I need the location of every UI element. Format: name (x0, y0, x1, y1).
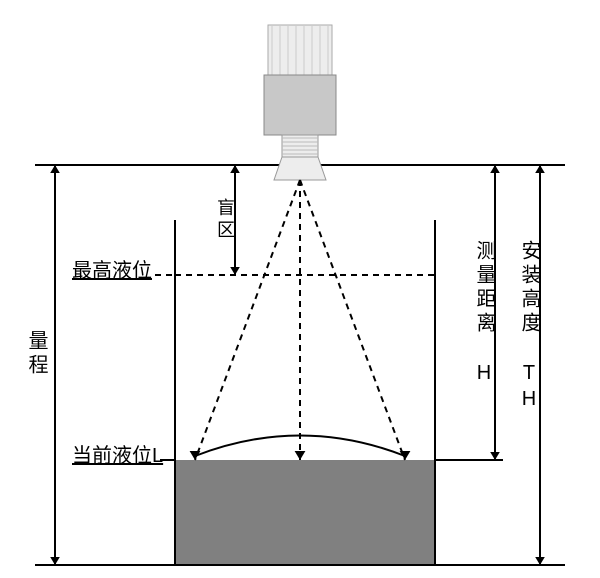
current-level-label: 当前液位L (72, 439, 163, 468)
range-label: 量程 (22, 330, 51, 378)
measure-distance-label: 测量距离 H (470, 240, 499, 388)
max-level-label: 最高液位 (72, 254, 152, 283)
blind-zone-label: 盲区 (212, 198, 238, 242)
install-height-label: 安装高度 TH (515, 240, 544, 414)
